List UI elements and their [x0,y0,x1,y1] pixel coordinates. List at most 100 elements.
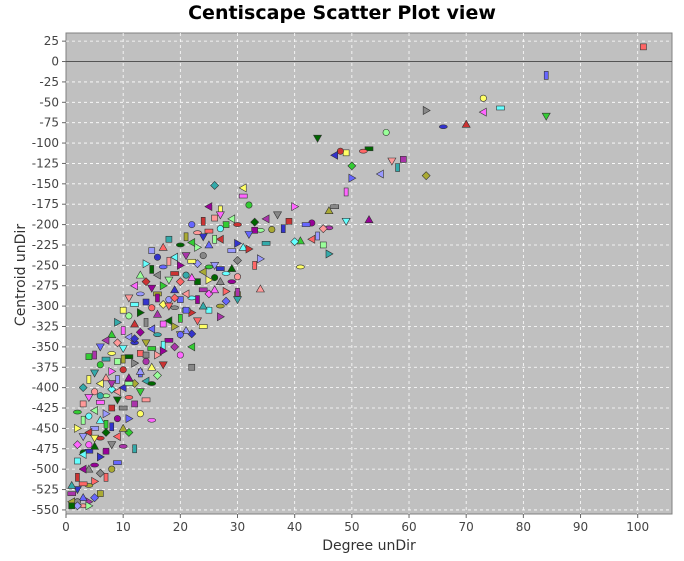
data-point [205,306,213,314]
data-point [245,244,254,254]
data-point [170,305,179,311]
data-point [95,468,105,478]
y-tick-label: -525 [32,483,59,497]
data-point [343,187,349,197]
data-point [400,156,407,163]
y-axis-label: Centroid unDir [13,223,29,327]
data-point [137,350,144,357]
data-point [114,317,123,327]
data-point [315,231,320,241]
data-point [251,226,258,234]
data-point [152,309,162,318]
y-tick-label: -500 [32,462,59,476]
data-point [112,396,122,405]
data-point [227,214,236,224]
data-point [198,233,208,242]
data-point [73,409,82,415]
data-point [164,276,174,285]
data-point [291,202,300,212]
x-tick-label: 30 [230,520,245,534]
data-point [96,400,105,405]
data-point [187,342,196,352]
data-point [131,358,140,368]
y-tick-label: -125 [32,156,59,170]
data-point [118,423,128,432]
data-points [67,43,647,511]
data-point [198,267,207,277]
y-tick-label: -75 [39,116,59,130]
data-point [101,428,111,437]
data-point [176,331,184,339]
data-point [177,260,185,270]
data-point [211,274,219,282]
data-point [136,291,145,297]
data-point [382,128,390,136]
y-tick-label: -425 [32,401,59,415]
data-point [124,395,134,400]
data-point [112,387,121,397]
data-point [541,112,551,121]
data-point [75,473,80,482]
data-point [102,409,111,419]
data-point [217,312,225,322]
y-tick-label: -375 [32,360,59,374]
data-point [80,415,86,425]
data-point [95,415,105,424]
y-tick-label: -350 [32,340,59,354]
data-point [78,449,87,460]
data-point [159,320,167,328]
data-point [290,237,300,247]
data-point [273,211,283,220]
data-point [149,265,155,274]
data-point [109,422,115,432]
data-point [245,201,253,209]
data-point [319,241,327,249]
data-point [79,400,87,408]
y-tick-label: -275 [32,279,59,293]
data-point [114,358,121,365]
data-point [194,242,203,252]
data-point [84,394,94,403]
data-point [301,222,311,227]
x-tick-label: 40 [287,520,302,534]
y-tick-label: -450 [32,421,59,435]
data-point [234,273,242,281]
data-point [78,383,88,393]
data-point [221,296,231,306]
y-tick-label: -25 [39,75,59,89]
x-tick-label: 20 [173,520,188,534]
data-point [135,327,145,337]
data-point [85,412,93,420]
data-point [96,361,104,369]
data-point [330,150,338,160]
data-point [336,147,344,155]
data-point [130,319,140,328]
data-point [195,295,200,304]
data-point [250,217,260,227]
data-point [325,249,334,259]
data-point [216,266,225,271]
data-point [90,369,100,378]
data-point [198,324,208,329]
data-point [193,230,202,236]
data-point [244,231,254,239]
data-point [227,279,237,284]
y-tick-label: -225 [32,238,59,252]
data-point [211,214,218,222]
data-point [313,134,323,143]
data-point [97,490,104,497]
data-point [153,253,161,261]
data-point [135,270,145,279]
x-tick-label: 0 [62,520,70,534]
y-tick-label: -475 [32,442,59,456]
data-point [103,473,109,482]
data-point [227,248,237,253]
data-point [221,271,231,276]
data-point [115,375,120,384]
data-point [147,284,157,293]
data-point [143,318,149,327]
data-point [188,221,196,229]
data-point [210,285,220,294]
data-point [341,218,351,226]
